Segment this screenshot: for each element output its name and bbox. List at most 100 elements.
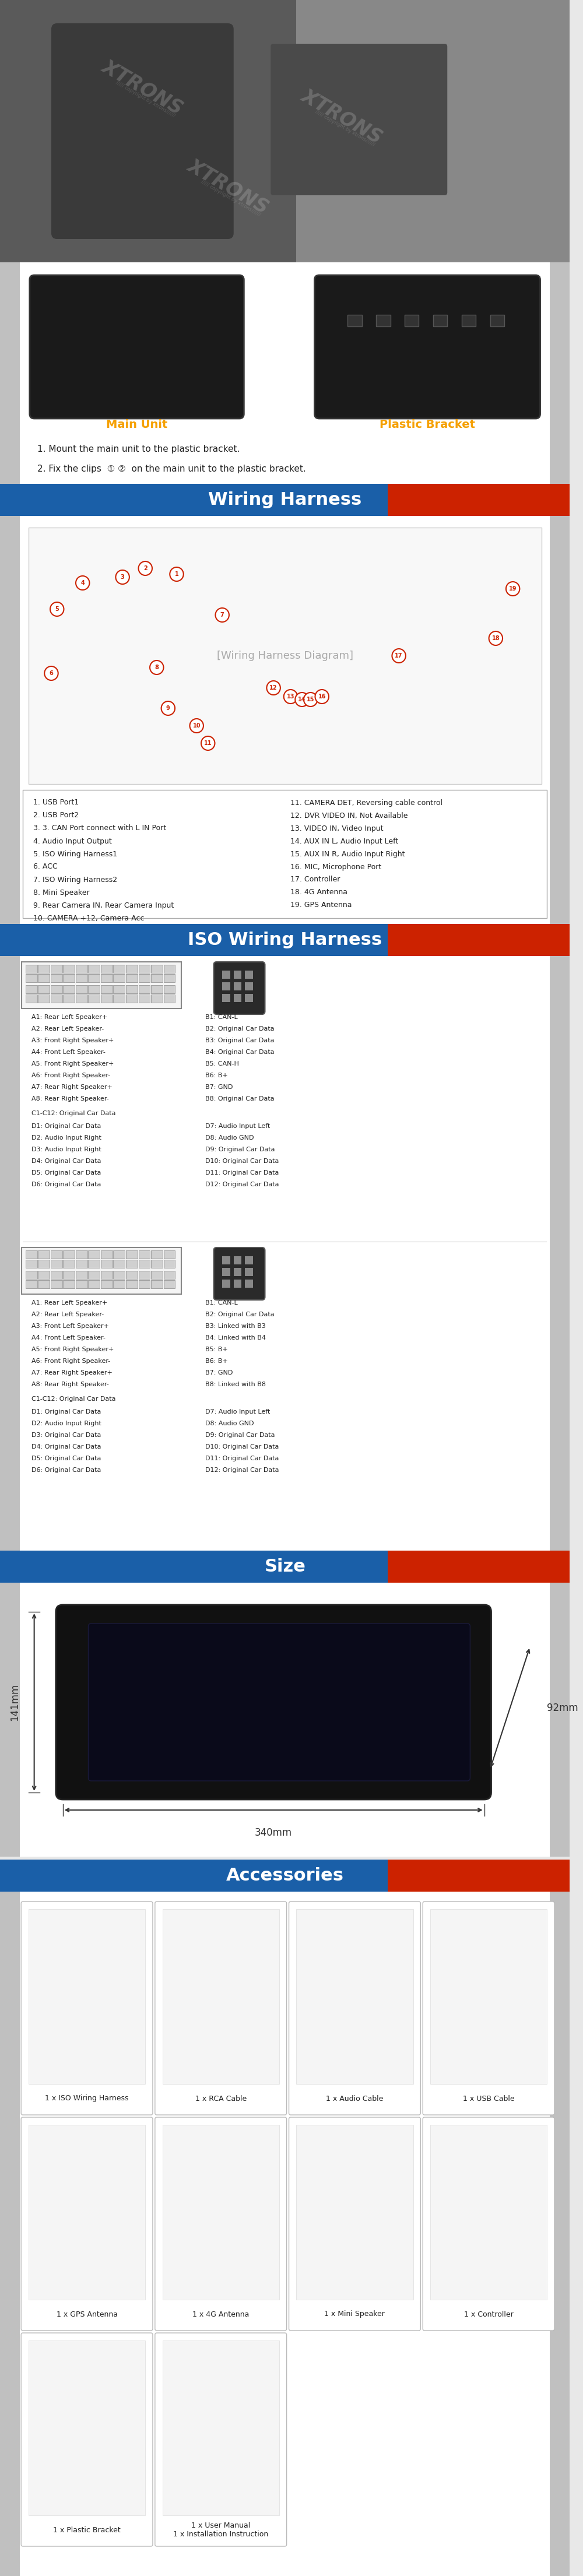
Bar [163,1909,279,2084]
Bar [63,974,75,981]
Bar [490,314,504,327]
Text: 19: 19 [509,585,517,592]
Bar [139,994,150,1002]
Bar [51,1260,62,1267]
Bar [0,1551,399,1582]
Bar [26,1249,37,1260]
Bar [29,1909,145,2084]
Text: B5: CAN-H: B5: CAN-H [205,1061,239,1066]
Text: B5: B+: B5: B+ [205,1347,228,1352]
Bar [51,974,62,981]
Bar [76,1270,87,1278]
Bar [88,1280,100,1288]
Bar [245,994,253,1002]
Bar [88,994,100,1002]
Bar [38,974,50,981]
Text: D1: Original Car Data: D1: Original Car Data [31,1123,101,1128]
Text: ///// copyright by xtrons//////: ///// copyright by xtrons////// [115,80,176,118]
Text: D12: Original Car Data: D12: Original Car Data [205,1182,279,1188]
FancyBboxPatch shape [155,1901,287,2115]
Circle shape [506,582,519,595]
Bar [222,1280,230,1288]
Text: 3. 3. CAN Port connect with L IN Port: 3. 3. CAN Port connect with L IN Port [33,824,166,832]
Text: XTRONS: XTRONS [184,155,272,216]
Text: D2: Audio Input Right: D2: Audio Input Right [31,1136,101,1141]
Text: ///// copyright by xtrons//////: ///// copyright by xtrons////// [200,178,261,216]
FancyBboxPatch shape [21,2334,153,2545]
Text: B4: Original Car Data: B4: Original Car Data [205,1048,274,1056]
Text: Main Unit: Main Unit [106,420,167,430]
Text: 5: 5 [55,605,59,613]
Text: D1: Original Car Data: D1: Original Car Data [31,1409,101,1414]
Bar [63,994,75,1002]
Bar [388,484,570,515]
Text: 4: 4 [80,580,85,585]
Text: D7: Audio Input Left: D7: Audio Input Left [205,1409,270,1414]
Text: 11. CAMERA DET, Reversing cable control: 11. CAMERA DET, Reversing cable control [290,799,442,806]
Bar [29,2342,145,2514]
Text: 16. MIC, Microphone Port: 16. MIC, Microphone Port [290,863,382,871]
Text: D3: Audio Input Right: D3: Audio Input Right [31,1146,101,1151]
Bar [0,515,20,925]
Circle shape [295,693,309,706]
Bar [63,966,75,974]
Bar [151,974,163,981]
Text: B2: Original Car Data: B2: Original Car Data [205,1025,274,1033]
Text: A3: Front Right Speaker+: A3: Front Right Speaker+ [31,1038,114,1043]
Circle shape [139,562,152,574]
Text: D12: Original Car Data: D12: Original Car Data [205,1468,279,1473]
Bar [222,1267,230,1275]
Text: 9: 9 [166,706,170,711]
Text: 17: 17 [395,652,403,659]
Bar [113,1270,125,1278]
Bar [63,1260,75,1267]
Text: 1 x GPS Antenna: 1 x GPS Antenna [57,2311,118,2318]
Text: A7: Rear Right Speaker+: A7: Rear Right Speaker+ [31,1084,113,1090]
Bar [101,1260,113,1267]
Text: A4: Front Left Speaker-: A4: Front Left Speaker- [31,1048,106,1056]
Bar [76,1249,87,1260]
Text: D11: Original Car Data: D11: Original Car Data [205,1455,279,1461]
Bar [101,966,113,974]
Text: 3: 3 [121,574,125,580]
Bar [0,1860,399,1891]
Text: C1-C12: Original Car Data: C1-C12: Original Car Data [31,1396,115,1401]
Text: 6. ACC: 6. ACC [33,863,57,871]
Bar [164,974,175,981]
Text: 1 x USB Cable: 1 x USB Cable [463,2094,514,2102]
Bar [139,984,150,994]
Text: 17. Controller: 17. Controller [290,876,340,884]
Bar [234,994,241,1002]
Text: ///// copyright by xtrons//////: ///// copyright by xtrons////// [314,108,375,147]
Bar [164,1260,175,1267]
Text: A1: Rear Left Speaker+: A1: Rear Left Speaker+ [31,1301,107,1306]
Text: D4: Original Car Data: D4: Original Car Data [31,1159,101,1164]
Text: 14: 14 [298,696,306,703]
Bar [113,1280,125,1288]
Text: 1: 1 [175,572,178,577]
Text: A2: Rear Left Speaker-: A2: Rear Left Speaker- [31,1311,104,1316]
FancyBboxPatch shape [214,961,265,1015]
Text: A5: Front Right Speaker+: A5: Front Right Speaker+ [31,1347,114,1352]
FancyBboxPatch shape [155,2117,287,2331]
Text: A8: Rear Right Speaker-: A8: Rear Right Speaker- [31,1381,109,1388]
Text: D8: Audio GND: D8: Audio GND [205,1419,254,1427]
Bar [139,1280,150,1288]
Text: 18: 18 [492,636,500,641]
Bar [101,984,113,994]
Bar [76,984,87,994]
Bar [163,2342,279,2514]
Text: ISO Wiring Harness: ISO Wiring Harness [188,933,382,948]
Circle shape [284,690,297,703]
Bar [51,984,62,994]
Circle shape [266,680,280,696]
Bar [550,515,570,925]
Bar [76,994,87,1002]
Bar [151,966,163,974]
Bar [0,263,570,484]
Bar [26,1280,37,1288]
Text: 13. VIDEO IN, Video Input: 13. VIDEO IN, Video Input [290,824,384,832]
FancyBboxPatch shape [315,276,540,417]
Circle shape [44,667,58,680]
Text: B8: Linked with B8: B8: Linked with B8 [205,1381,266,1388]
